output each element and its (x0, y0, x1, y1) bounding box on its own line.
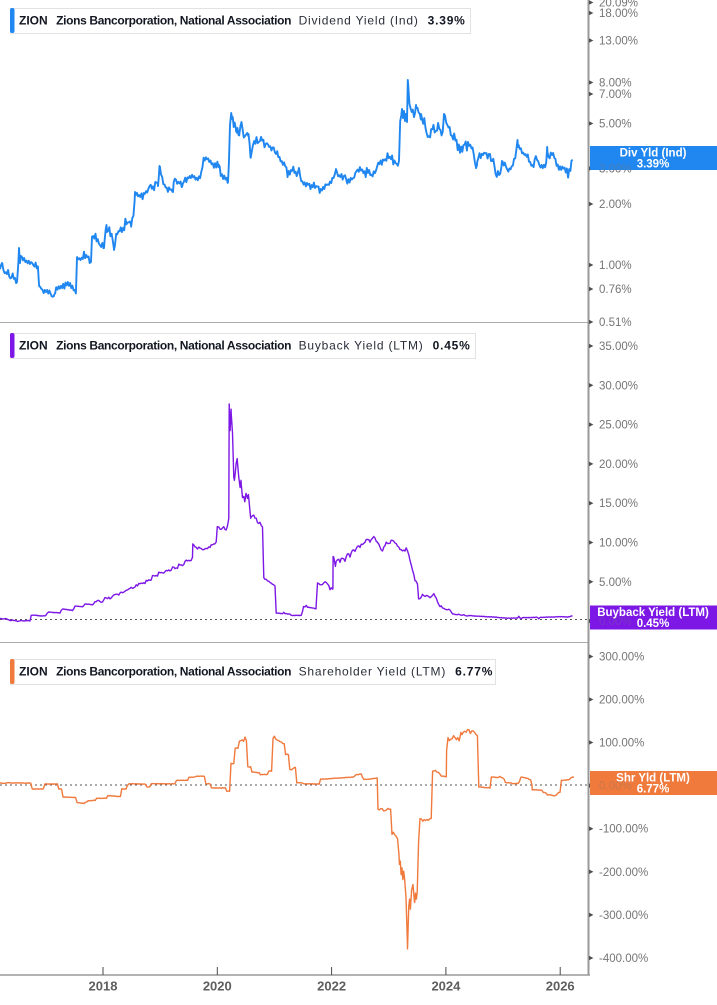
svg-text:2022: 2022 (317, 979, 346, 994)
svg-text:2.00%: 2.00% (599, 199, 632, 211)
svg-text:20.09%: 20.09% (599, 0, 638, 10)
svg-text:30.00%: 30.00% (599, 380, 638, 392)
svg-text:5.00%: 5.00% (599, 577, 632, 589)
svg-text:-400.00%: -400.00% (599, 953, 648, 965)
svg-text:200.00%: 200.00% (599, 695, 644, 707)
svg-text:0.00%: 0.00% (599, 781, 632, 793)
svg-text:5.00%: 5.00% (599, 119, 632, 131)
svg-text:2018: 2018 (89, 979, 118, 994)
svg-text:2024: 2024 (431, 979, 461, 994)
svg-text:35.00%: 35.00% (599, 341, 638, 353)
svg-text:100.00%: 100.00% (599, 738, 644, 750)
svg-text:7.00%: 7.00% (599, 89, 632, 101)
svg-text:8.00%: 8.00% (599, 78, 632, 90)
svg-text:0.51%: 0.51% (599, 317, 632, 329)
svg-text:0.45%: 0.45% (637, 618, 670, 630)
svg-text:Div Yld (Ind): Div Yld (Ind) (620, 148, 687, 160)
svg-text:0.00%: 0.00% (599, 616, 632, 628)
svg-text:2020: 2020 (203, 979, 232, 994)
svg-text:25.00%: 25.00% (599, 420, 638, 432)
svg-text:15.00%: 15.00% (599, 498, 638, 510)
svg-text:3.00%: 3.00% (599, 164, 632, 176)
svg-text:1.00%: 1.00% (599, 260, 632, 272)
svg-text:-300.00%: -300.00% (599, 910, 648, 922)
svg-text:Shr Yld (LTM): Shr Yld (LTM) (616, 773, 690, 785)
svg-text:18.00%: 18.00% (599, 8, 638, 20)
svg-text:0.76%: 0.76% (599, 284, 632, 296)
svg-text:300.00%: 300.00% (599, 652, 644, 664)
svg-text:6.77%: 6.77% (637, 784, 670, 796)
svg-text:10.00%: 10.00% (599, 538, 638, 550)
svg-text:13.00%: 13.00% (599, 36, 638, 48)
svg-text:Buyback Yield (LTM): Buyback Yield (LTM) (597, 607, 709, 619)
svg-text:-200.00%: -200.00% (599, 867, 648, 879)
svg-text:3.39%: 3.39% (637, 159, 670, 171)
svg-text:-100.00%: -100.00% (599, 824, 648, 836)
svg-text:2026: 2026 (546, 979, 575, 994)
svg-text:20.00%: 20.00% (599, 459, 638, 471)
